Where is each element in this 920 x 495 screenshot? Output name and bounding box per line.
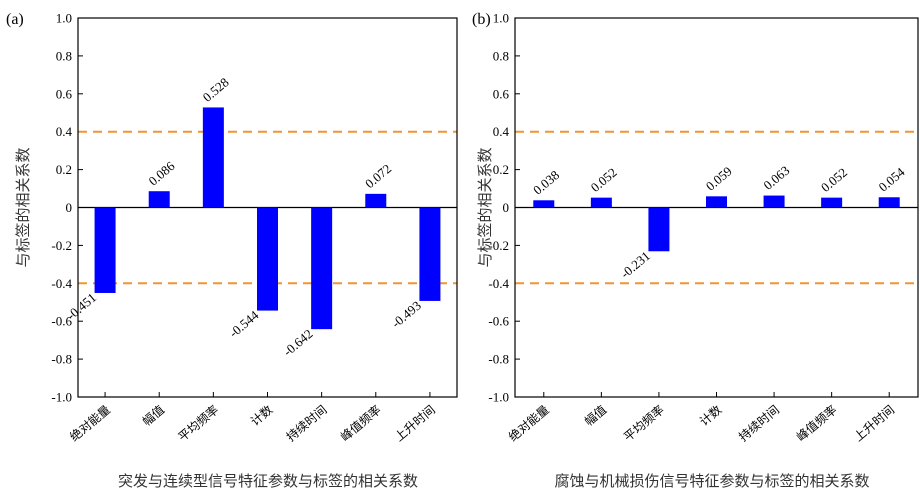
bar: [590, 197, 612, 208]
x-axis-title: 突发与连续型信号特征参数与标签的相关系数: [118, 472, 418, 490]
category-label: 平均频率: [620, 402, 666, 444]
y-tick-label: -1.0: [51, 390, 72, 405]
bar: [533, 200, 555, 208]
bar: [648, 207, 670, 252]
x-axis-title: 腐蚀与机械损伤信号特征参数与标签的相关系数: [554, 472, 869, 490]
value-label: -0.231: [617, 248, 652, 281]
value-label: -0.642: [280, 326, 315, 359]
y-axis-title: 与标签的相关系数: [14, 147, 32, 267]
category-label: 平均频率: [175, 402, 221, 444]
category-label: 绝对能量: [505, 402, 551, 444]
chart-panel-1: (a) -1.0 -0.8 -0.6 -0.4 -0.2 0 0.2 0.4 0.6 0.8 1.0 -…: [6, 11, 458, 490]
category-label: 上升时间: [392, 403, 438, 445]
category-label: 计数: [696, 402, 724, 429]
y-tick-label: -0.4: [51, 276, 72, 291]
value-label: -0.493: [388, 298, 423, 331]
value-label: 0.063: [760, 163, 792, 193]
value-label: 0.052: [588, 165, 620, 195]
y-tick-label: 1.0: [56, 11, 72, 26]
value-label: 0.038: [530, 167, 562, 197]
category-label: 绝对能量: [67, 402, 113, 444]
panel-tag: (a): [6, 11, 24, 28]
y-tick-label: 0: [503, 200, 510, 215]
y-tick-label: -0.8: [51, 352, 72, 367]
y-tick-label: -0.6: [488, 314, 509, 329]
bar: [763, 195, 785, 208]
y-tick-label: -0.6: [51, 314, 72, 329]
y-tick-label: 0.2: [56, 162, 72, 177]
y-axis-title: 与标签的相关系数: [476, 147, 494, 267]
category-label: 持续时间: [736, 402, 782, 444]
y-tick-label: 0.6: [56, 86, 73, 101]
value-label: 0.528: [200, 74, 232, 104]
bar: [365, 193, 387, 208]
y-tick-label: -0.2: [51, 238, 72, 253]
y-tick-label: 0.4: [493, 124, 510, 139]
value-label: 0.059: [703, 163, 735, 193]
value-label: 0.052: [818, 165, 850, 195]
y-tick-label: 0: [66, 200, 73, 215]
y-tick-label: -0.4: [488, 276, 509, 291]
plot-frame: [77, 17, 458, 398]
bar: [878, 197, 900, 208]
y-tick-label: -0.2: [488, 238, 509, 253]
y-tick-label: 0.4: [56, 124, 73, 139]
category-label: 计数: [247, 402, 275, 429]
y-tick-label: -1.0: [488, 390, 509, 405]
panel-tag: (b): [472, 11, 491, 28]
category-label: 幅值: [139, 402, 167, 429]
value-label: -0.544: [226, 307, 262, 340]
value-label: 0.086: [146, 158, 178, 189]
y-tick-label: 0.2: [493, 162, 509, 177]
y-tick-label: 1.0: [493, 11, 509, 26]
category-label: 峰值频率: [337, 402, 383, 444]
category-label: 上升时间: [851, 403, 897, 445]
bar: [706, 196, 727, 208]
y-tick-label: -0.8: [488, 352, 509, 367]
y-tick-label: 0.6: [493, 86, 510, 101]
chart-panel-2: (b) -1.0 -0.8 -0.6 -0.4 -0.2 0 0.2 0.4 0.6 0.8 1.0 0…: [472, 11, 919, 490]
plot-frame: [514, 17, 919, 398]
value-label: 0.054: [876, 164, 908, 195]
category-label: 峰值频率: [793, 402, 839, 444]
category-label: 幅值: [581, 402, 609, 429]
value-label: -0.451: [64, 290, 99, 323]
bar: [821, 197, 843, 208]
bar: [202, 107, 224, 208]
category-label: 持续时间: [283, 402, 329, 444]
y-tick-label: 0.8: [493, 48, 509, 63]
y-tick-label: 0.8: [56, 48, 72, 63]
bar: [148, 191, 170, 208]
value-label: 0.072: [362, 161, 394, 191]
bar: [311, 207, 333, 330]
bar: [419, 207, 441, 301]
bar: [94, 207, 116, 293]
bar: [257, 207, 278, 311]
